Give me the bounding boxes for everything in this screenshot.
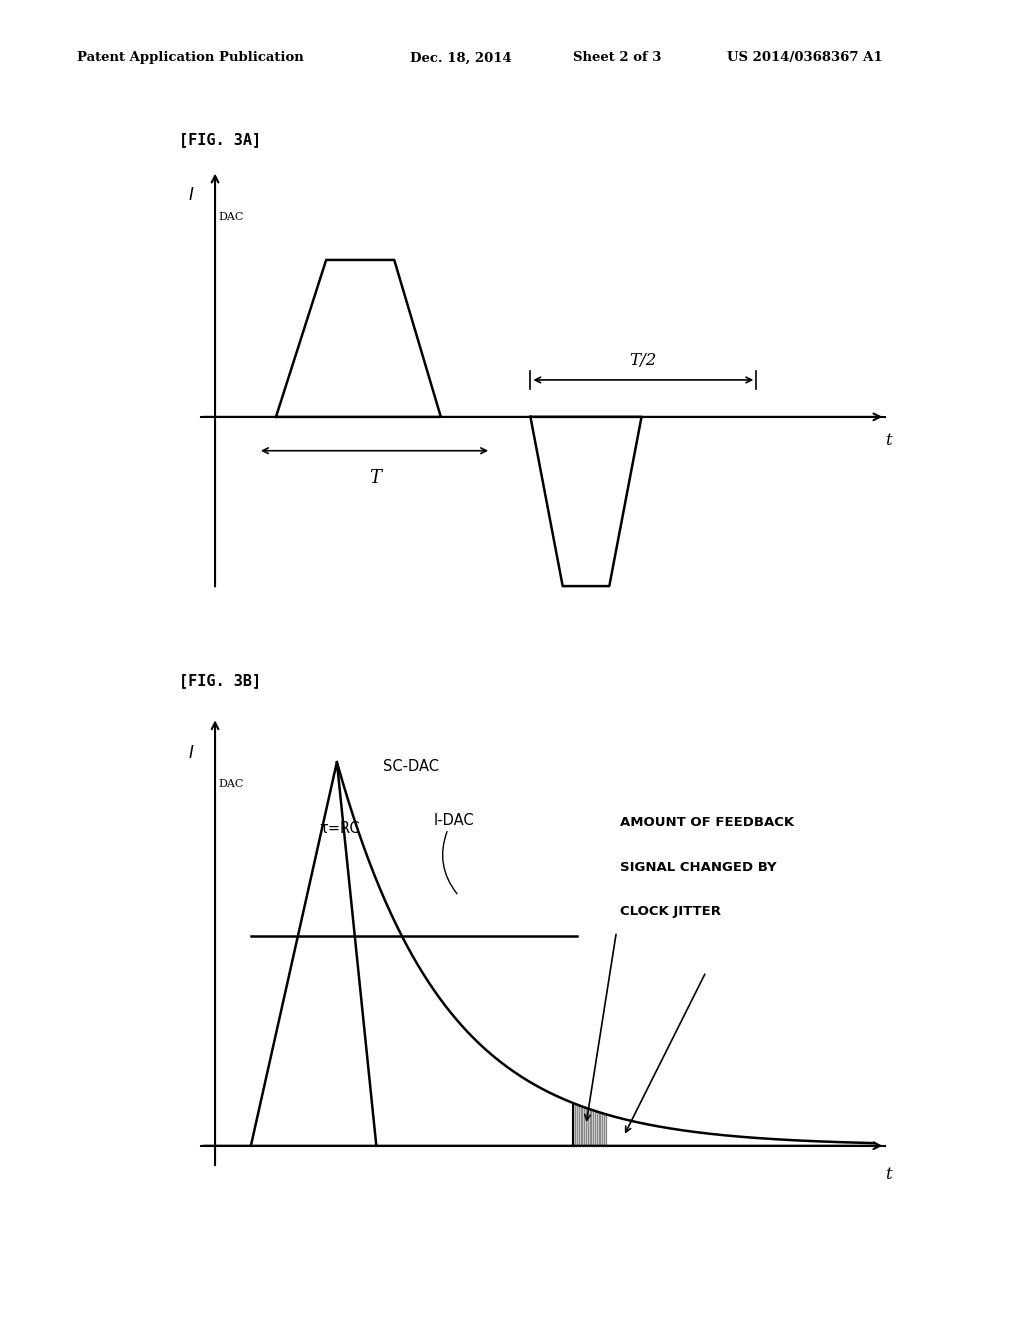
Text: [FIG. 3B]: [FIG. 3B]	[179, 673, 261, 688]
Text: DAC: DAC	[219, 213, 244, 222]
Text: t: t	[886, 432, 892, 449]
Text: CLOCK JITTER: CLOCK JITTER	[620, 906, 721, 919]
Polygon shape	[425, 364, 440, 417]
Text: $I$: $I$	[187, 187, 195, 203]
Polygon shape	[626, 417, 641, 469]
Text: t: t	[886, 1166, 892, 1183]
Text: T: T	[369, 469, 381, 487]
Text: Sheet 2 of 3: Sheet 2 of 3	[573, 51, 662, 65]
Text: $I$: $I$	[187, 744, 195, 762]
Polygon shape	[530, 417, 546, 469]
Text: SC-DAC: SC-DAC	[383, 759, 439, 774]
Polygon shape	[530, 417, 641, 586]
Text: T/2: T/2	[630, 352, 657, 368]
Text: AMOUNT OF FEEDBACK: AMOUNT OF FEEDBACK	[620, 816, 795, 829]
Text: Patent Application Publication: Patent Application Publication	[77, 51, 303, 65]
Text: SIGNAL CHANGED BY: SIGNAL CHANGED BY	[620, 861, 776, 874]
Text: I-DAC: I-DAC	[434, 813, 474, 828]
Polygon shape	[275, 364, 292, 417]
Text: τ=RC: τ=RC	[319, 821, 359, 837]
Text: US 2014/0368367 A1: US 2014/0368367 A1	[727, 51, 883, 65]
Text: [FIG. 3A]: [FIG. 3A]	[179, 132, 261, 147]
Polygon shape	[275, 260, 440, 417]
Text: Dec. 18, 2014: Dec. 18, 2014	[410, 51, 511, 65]
Text: DAC: DAC	[219, 779, 244, 789]
